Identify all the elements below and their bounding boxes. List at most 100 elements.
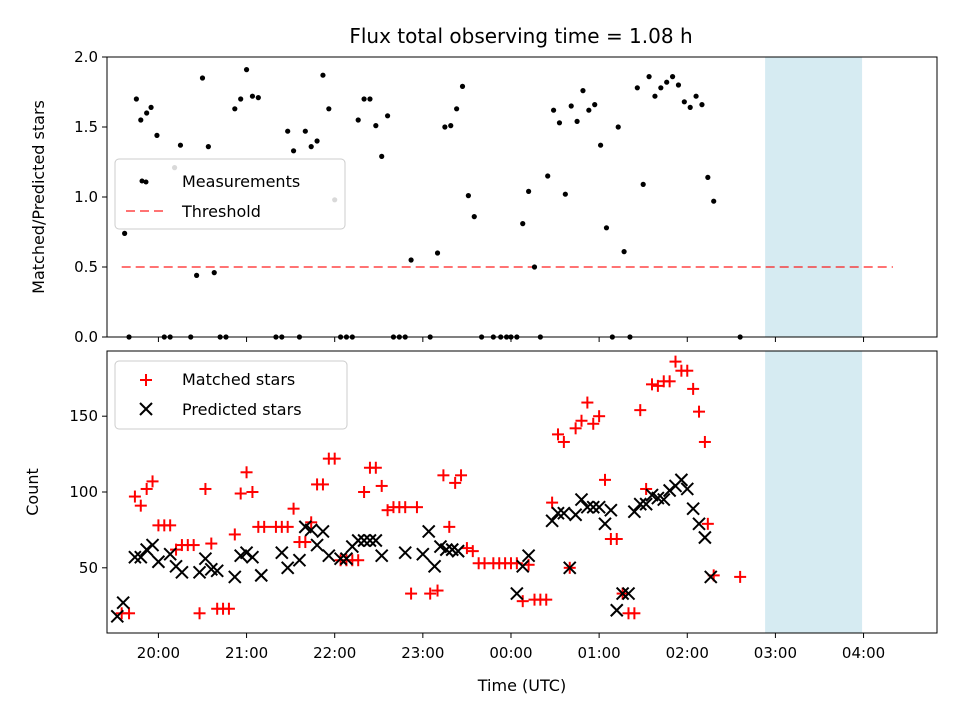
matched-star-point [299,536,312,549]
measurement-point [652,93,658,99]
legend-measurements-label: Measurements [182,172,300,191]
bottom-x-tick-label: 00:00 [489,644,532,662]
predicted-star-point [398,545,412,560]
measurement-point [520,221,526,227]
measurement-point [586,107,592,113]
matched-star-point [443,520,456,533]
predicted-star-point [439,542,454,557]
predicted-star-point [568,508,583,522]
predicted-star-point [686,501,700,516]
legend-matched-label: Matched stars [182,370,295,389]
measurement-point [531,264,538,270]
matched-star-point [663,375,676,388]
measurement-point [122,230,128,236]
matched-star-point [569,422,582,435]
predicted-star-point [245,550,260,564]
measurement-point [459,83,466,89]
matched-star-point [281,520,294,533]
predicted-star-point [363,533,377,548]
measurement-point [550,107,557,113]
measurement-point [568,103,574,109]
predicted-star-point [598,517,612,531]
top-y-axis-label: Matched/Predicted stars [29,100,48,294]
measurement-point [194,272,200,278]
measurement-point [705,174,711,180]
matched-star-point [199,482,212,495]
matched-star-point [431,584,444,597]
measurement-point [326,106,332,112]
matched-star-point [437,469,450,482]
predicted-star-point [128,550,142,564]
predicted-star-point [275,545,289,560]
measurement-point [562,191,568,197]
bottom-legend: Matched stars Predicted stars [114,360,348,430]
predicted-star-point [145,538,160,552]
matched-star-point [228,528,241,541]
predicted-star-point [151,555,166,569]
bottom-x-axis-ticks: 20:00 21:00 22:00 23:00 00:00 01:00 02:00 03:00… [137,633,885,662]
matched-star-point [557,435,570,448]
measurement-point [687,104,693,110]
matched-star-point [693,405,706,418]
predicted-star-point [198,552,213,566]
measurement-point [355,117,361,123]
matched-star-point [222,602,235,615]
predicted-star-point [563,561,577,575]
matched-star-point [551,428,564,441]
measurement-point [634,85,640,91]
predicted-star-point [610,603,624,617]
predicted-star-point [116,595,130,610]
matched-star-point [316,478,329,491]
predicted-star-point [210,564,224,578]
measurement-point [574,118,580,124]
measurement-point [580,88,586,94]
predicted-star-point [351,533,365,548]
measurement-point [308,144,314,150]
bottom-observing-interval-shade [765,351,863,633]
matched-star-point [123,607,136,620]
matched-star-point [193,607,206,620]
matched-stars-series [115,355,747,620]
bottom-x-tick-label: 21:00 [225,644,268,662]
legend-threshold-label: Threshold [181,202,261,221]
top-y-axis-ticks: 0.0 0.5 1.0 1.5 2.0 [74,48,865,346]
matched-star-point [369,461,382,474]
legend-predicted-marker [139,402,153,416]
matched-star-point [701,517,714,530]
matched-star-point [455,469,468,482]
matched-star-point [581,396,594,409]
measurement-point [148,104,154,110]
top-y-tick-label: 0.5 [74,258,98,276]
matched-star-point [593,410,606,423]
bottom-x-axis-label: Time (UTC) [477,676,566,695]
matched-star-point [681,364,694,377]
matched-star-point [352,554,365,567]
top-panel: 0.00.51.01.52.0 Matched/Predicted stars … [29,48,938,346]
matched-star-point [205,537,218,550]
predicted-star-point [254,568,268,583]
measurement-point [379,153,385,159]
bottom-x-tick-label: 22:00 [313,644,356,662]
predicted-star-point [134,550,148,564]
measurement-point [454,106,460,112]
measurement-point [664,79,670,85]
matched-star-point [669,355,682,368]
matched-star-point [381,504,394,517]
predicted-star-point [451,544,465,558]
bottom-plot-frame [106,350,938,634]
measurement-point [144,110,150,116]
measurement-point [255,95,261,101]
bottom-x-tick-label: 04:00 [842,644,885,662]
measurement-point [646,74,652,80]
matched-star-point [546,496,559,509]
predicted-star-point [621,586,636,601]
matched-star-point [375,479,388,492]
predicted-star-point [292,553,307,567]
matched-star-point [140,482,153,495]
measurement-point [133,96,139,102]
matched-star-point [128,490,141,503]
chart-title: Flux total observing time = 1.08 h [349,24,692,48]
measurement-point [232,106,238,112]
predicted-star-point [580,500,595,514]
measurement-point [465,193,471,199]
